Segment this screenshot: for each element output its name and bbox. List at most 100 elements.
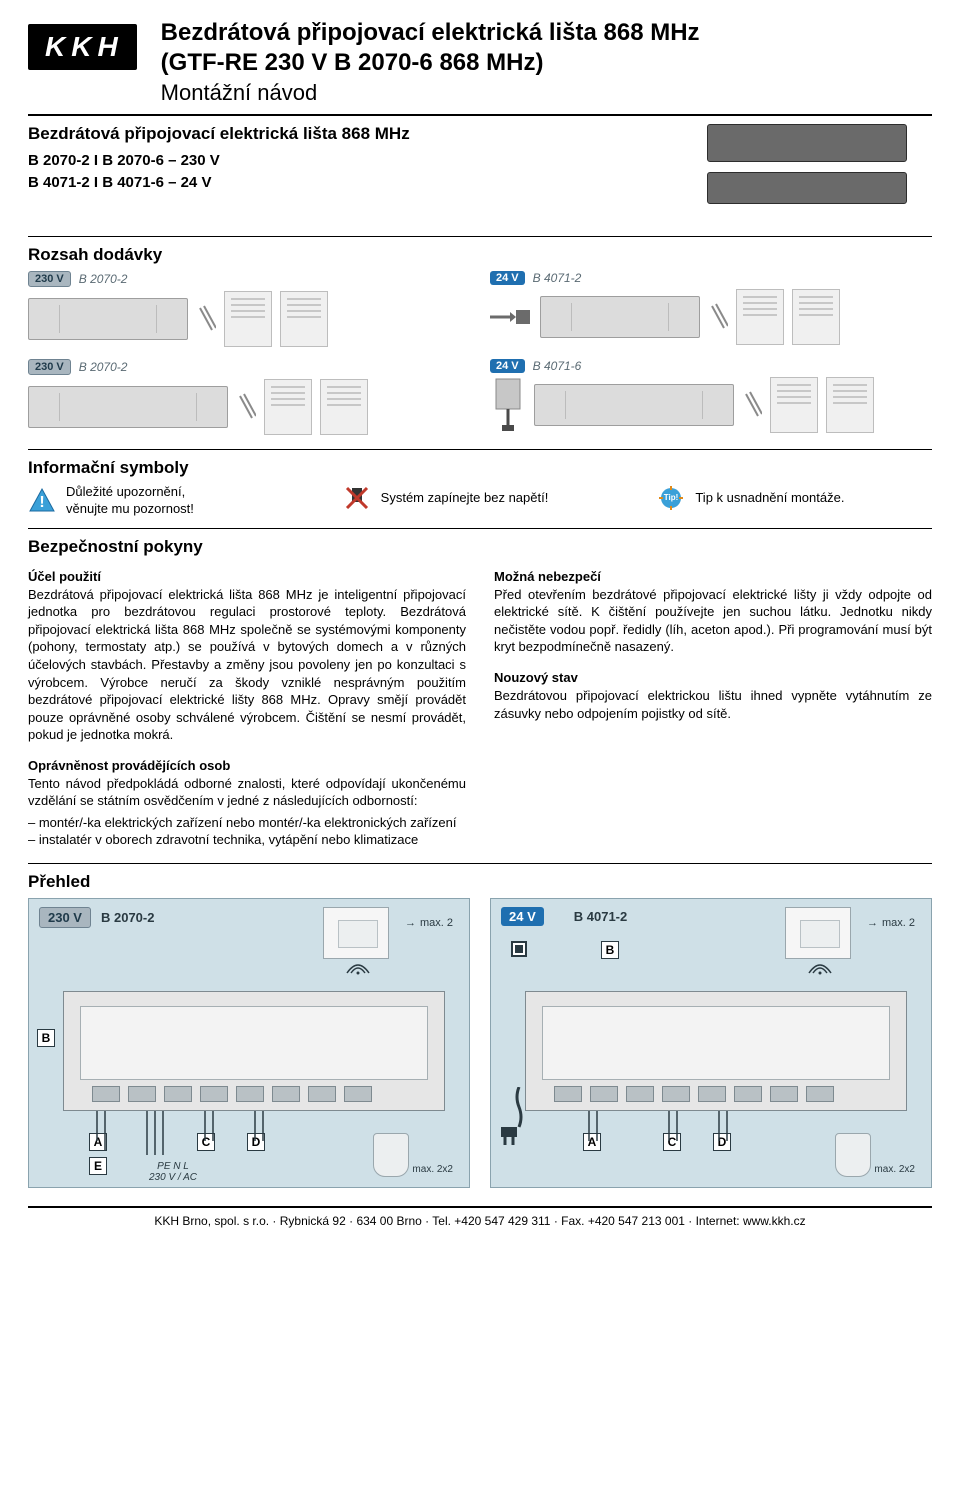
divider [28,236,932,237]
transformer-plug-icon [490,377,526,433]
mains-plug-icon [489,1087,529,1147]
delivery-cell-230: 230 V B 2070-2 [28,359,470,435]
warning-icon: ! [28,487,56,515]
svg-text:Tip!: Tip! [664,493,679,502]
diagram-label-b: B [37,1029,55,1047]
symbol-item: Tip! Tip k usnadnění montáže. [657,484,932,512]
delivery-row: 230 V B 2070-2 24 V B 4071-6 [28,359,932,435]
diagram-model: B 2070-2 [101,910,154,925]
diagram-model: B 4071-2 [574,909,627,924]
models-line1: B 2070-2 I B 2070-6 – 230 V [28,150,658,172]
divider [28,863,932,864]
wires-icon [77,1111,337,1171]
header: KKH Bezdrátová připojovací elektrická li… [28,18,932,106]
chassis-illustration [63,991,445,1111]
delivery-cell-230: 230 V B 2070-2 [28,271,470,347]
safety-subtitle: Oprávněnost provádějících osob [28,758,466,773]
section-overview-title: Přehled [28,872,932,892]
logo-text: KKH [28,24,137,70]
overview-diagram-24v: 24 V B 4071-2 →max. 2 B [490,898,932,1188]
symbol-text: Důležité upozornění, [66,484,185,499]
section-delivery-title: Rozsah dodávky [28,245,932,265]
leaflet-icon [736,289,784,345]
screws-icon [196,304,216,334]
symbol-text: věnujte mu pozornost! [66,501,194,516]
symbol-text: Tip k usnadnění montáže. [695,490,844,505]
leaflet-icon [320,379,368,435]
thermostat-icon [785,907,851,959]
max-bottom-label: max. 2x2 [412,1164,453,1175]
product-photos [682,124,932,204]
footer: KKH Brno, spol. s r.o. · Rybnická 92 · 6… [28,1206,932,1228]
divider [28,449,932,450]
safety-left: Účel použití Bezdrátová připojovací elek… [28,563,466,849]
tip-icon: Tip! [657,484,685,512]
delivery-row: 230 V B 2070-2 24 V B 4071-2 [28,271,932,347]
footer-text: KKH Brno, spol. s r.o. · Rybnická 92 · 6… [154,1214,805,1228]
badge-24v: 24 V [501,907,544,926]
safety-subtitle: Účel použití [28,569,466,584]
wireless-icon [345,961,371,975]
safety-paragraph: Před otevřením bezdrátové připojovací el… [494,586,932,656]
logo: KKH [28,24,137,70]
symbols-row: ! Důležité upozornění, věnujte mu pozorn… [28,484,932,518]
actuator-icon [835,1133,871,1177]
model-label: B 2070-2 [79,272,128,286]
safety-paragraph: Bezdrátová připojovací elektrická lišta … [28,586,466,744]
product-photo [707,124,907,162]
models-heading: Bezdrátová připojovací elektrická lišta … [28,124,658,144]
symbol-text: Systém zapínejte bez napětí! [381,490,549,505]
pe-label: PE N L230 V / AC [149,1161,197,1183]
actuator-icon [373,1133,409,1177]
svg-text:!: ! [39,494,44,511]
safety-paragraph: Tento návod předpokládá odborné znalosti… [28,775,466,810]
overview-row: 230 V B 2070-2 →max. 2 B A E [28,898,932,1188]
badge-24v: 24 V [490,271,525,285]
delivery-cell-24: 24 V B 4071-2 [490,271,932,347]
thermostat-icon [323,907,389,959]
leaflet-icon [280,291,328,347]
section-symbols-title: Informační symboly [28,458,932,478]
divider [28,114,932,116]
max-top-label: →max. 2 [405,917,453,929]
title-line1: Bezdrátová připojovací elektrická lišta … [161,18,700,48]
leaflet-icon [770,377,818,433]
symbol-item: Systém zapínejte bez napětí! [343,484,618,512]
wires-icon [561,1111,801,1161]
leaflet-icon [826,377,874,433]
class2-icon [511,941,527,957]
model-label: B 4071-6 [533,359,582,373]
rail-illustration [534,384,734,426]
safety-right: Možná nebezpečí Před otevřením bezdrátov… [494,563,932,849]
max-top-label: →max. 2 [867,917,915,929]
leaflet-icon [792,289,840,345]
section-safety-title: Bezpečnostní pokyny [28,537,932,557]
subtitle: Montážní návod [161,80,700,106]
leaflet-icon [264,379,312,435]
screws-icon [708,302,728,332]
badge-230v: 230 V [28,359,71,375]
rail-illustration [28,298,188,340]
title-line2: (GTF-RE 230 V B 2070-6 868 MHz) [161,48,700,78]
screws-icon [236,392,256,422]
models-line2: B 4071-2 I B 4071-6 – 24 V [28,172,658,194]
badge-230v: 230 V [39,907,91,928]
wireless-icon [807,961,833,975]
title-block: Bezdrátová připojovací elektrická lišta … [161,18,700,106]
model-label: B 2070-2 [79,360,128,374]
safety-columns: Účel použití Bezdrátová připojovací elek… [28,563,932,849]
delivery-cell-24: 24 V B 4071-6 [490,359,932,435]
models-row: Bezdrátová připojovací elektrická lišta … [28,124,932,204]
safety-paragraph: Bezdrátovou připojovací elektrickou lišt… [494,687,932,722]
product-photo [707,172,907,204]
rail-illustration [540,296,700,338]
chassis-illustration [525,991,907,1111]
plug-icon [490,302,532,332]
badge-24v: 24 V [490,359,525,373]
overview-diagram-230v: 230 V B 2070-2 →max. 2 B A E [28,898,470,1188]
delivery-grid: 230 V B 2070-2 24 V B 4071-2 [28,271,932,435]
badge-230v: 230 V [28,271,71,287]
safety-subtitle: Nouzový stav [494,670,932,685]
diagram-label-b: B [601,941,619,959]
leaflet-icon [224,291,272,347]
